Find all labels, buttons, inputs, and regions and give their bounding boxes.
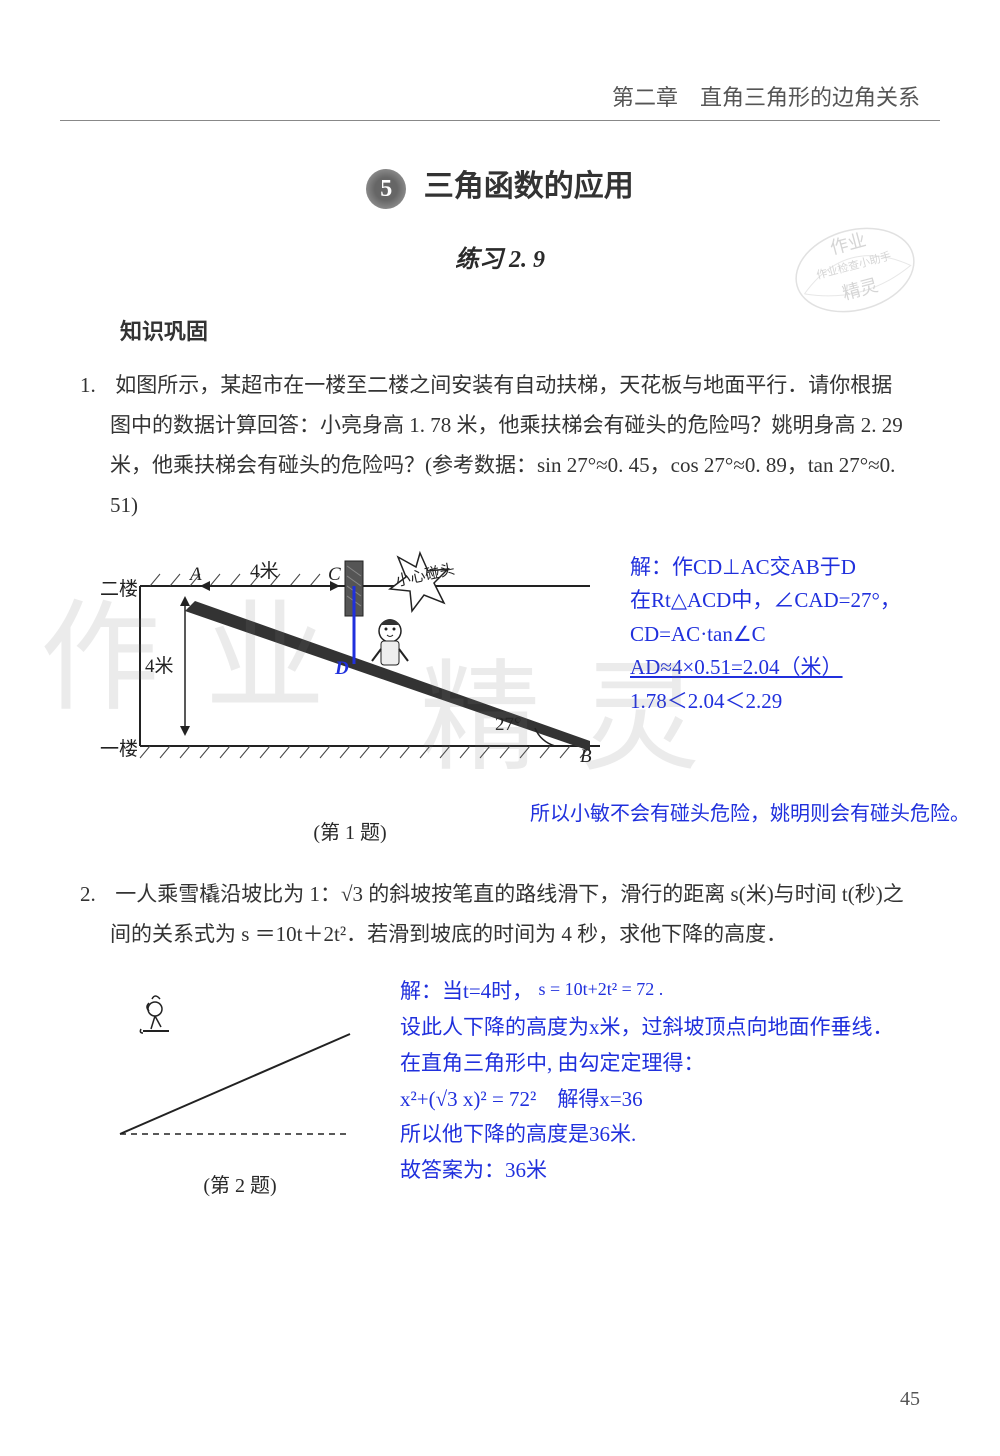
fig1-label-B: B (580, 746, 592, 768)
fig1-dist-AC: 4米 (250, 556, 279, 583)
fig1-label-C: C (328, 564, 341, 586)
fig1-height: 4米 (145, 651, 174, 678)
sol1-line5: 1.78＜2.04＜2.29 (630, 685, 1000, 719)
figure-2-svg (100, 974, 380, 1154)
sol1-line3: CD=AC·tan∠C (630, 618, 1000, 652)
problem-2-row: (第 2 题) 解：当t=4时， s = 10t+2t² = 72 . 设此人下… (100, 974, 910, 1198)
sol2-line2: 设此人下降的高度为x米，过斜坡顶点向地面作垂线． (400, 1010, 910, 1046)
problem-2-text: 一人乘雪橇沿坡比为 1：√3 的斜坡按笔直的路线滑下，滑行的距离 s(米)与时间… (110, 882, 904, 946)
section-number-badge: 5 (366, 169, 406, 209)
problem-2-number: 2. (80, 875, 110, 915)
fig1-floor2-label: 二楼 (100, 574, 138, 601)
sol2-line4: x²+(√3 x)² = 72² 解得x=36 (400, 1082, 910, 1118)
chapter-header: 第二章 直角三角形的边角关系 (60, 40, 940, 121)
problem-2: 2. 一人乘雪橇沿坡比为 1：√3 的斜坡按笔直的路线滑下，滑行的距离 s(米)… (110, 875, 910, 955)
problem-1-conclusion: 所以小敏不会有碰头危险，姚明则会有碰头危险。 (530, 797, 1000, 826)
fig1-label-A: A (190, 564, 202, 586)
section-title-text: 三角函数的应用 (424, 170, 634, 203)
problem-2-solution: 解：当t=4时， s = 10t+2t² = 72 . 设此人下降的高度为x米，… (400, 974, 910, 1198)
problem-1: 1. 如图所示，某超市在一楼至二楼之间安装有自动扶梯，天花板与地面平行．请你根据… (110, 366, 910, 526)
stamp-badge: 作业 作业检查小助手 精灵 (781, 210, 930, 331)
fig1-floor1-label: 一楼 (100, 734, 138, 761)
sol1-line1: 解：作CD⊥AC交AB于D (630, 551, 1000, 585)
sol1-line2: 在Rt△ACD中，∠CAD=27°， (630, 584, 1000, 618)
figure-1: 二楼 一楼 A C B D 4米 4米 27° 小心碰头 解：作CD⊥AC交AB… (90, 546, 940, 806)
problem-1-text: 如图所示，某超市在一楼至二楼之间安装有自动扶梯，天花板与地面平行．请你根据图中的… (110, 373, 903, 517)
problem-1-number: 1. (80, 366, 110, 406)
sol2-line1a: 解：当t=4时， (400, 979, 533, 1003)
sol2-line5: 所以他下降的高度是36米. (400, 1117, 910, 1153)
sol1-line4: AD≈4×0.51=2.04（米） (630, 651, 1000, 685)
fig1-angle: 27° (495, 714, 522, 736)
sol2-line6: 故答案为：36米 (400, 1153, 910, 1189)
section-title: 5 三角函数的应用 (60, 161, 940, 209)
sol2-line1b: s = 10t+2t² = 72 . (538, 979, 663, 999)
problem-1-solution: 解：作CD⊥AC交AB于D 在Rt△ACD中，∠CAD=27°， CD=AC·t… (630, 551, 1000, 719)
figure-2-caption: (第 2 题) (100, 1169, 380, 1198)
sol2-line3: 在直角三角形中, 由勾定定理得： (400, 1046, 910, 1082)
fig1-label-D: D (335, 658, 349, 680)
page-number: 45 (900, 1388, 920, 1411)
figure-2 (100, 974, 380, 1164)
